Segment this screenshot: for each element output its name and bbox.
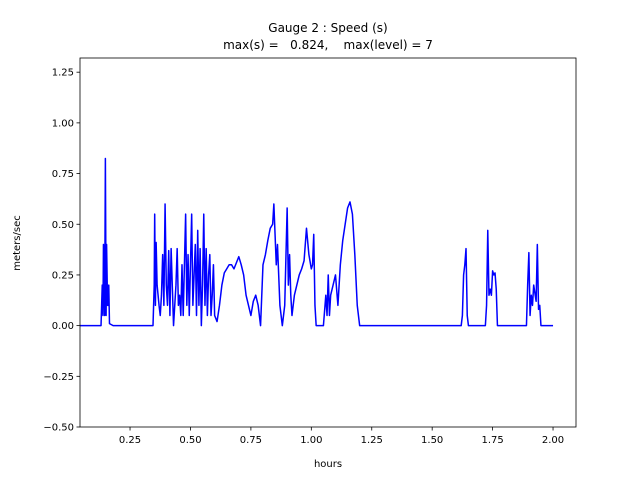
x-tick-label: 1.25 xyxy=(361,435,383,446)
chart-subtitle: max(s) = 0.824, max(level) = 7 xyxy=(223,38,433,52)
data-line xyxy=(80,157,554,327)
y-tick-label: 0.00 xyxy=(52,321,74,332)
y-tick-label: 0.75 xyxy=(52,169,74,180)
x-tick-label: 1.75 xyxy=(481,435,503,446)
plot-frame xyxy=(79,57,577,428)
y-tick-label: 1.25 xyxy=(52,68,74,79)
x-tick-label: 1.50 xyxy=(421,435,443,446)
y-axis-label: meters/sec xyxy=(12,215,23,271)
chart-title: Gauge 2 : Speed (s) xyxy=(268,21,387,35)
y-tick-label: −0.25 xyxy=(43,372,74,383)
y-tick-label: 0.50 xyxy=(52,220,74,231)
x-tick-label: 2.00 xyxy=(542,435,564,446)
y-tick-label: 1.00 xyxy=(52,118,74,129)
x-tick-label: 0.50 xyxy=(179,435,201,446)
y-tick-label: −0.50 xyxy=(43,423,74,434)
x-tick-label: 1.00 xyxy=(300,435,322,446)
x-tick-label: 0.25 xyxy=(119,435,141,446)
y-tick-label: 0.25 xyxy=(52,270,74,281)
x-axis-label: hours xyxy=(314,459,342,470)
x-tick-label: 0.75 xyxy=(240,435,262,446)
